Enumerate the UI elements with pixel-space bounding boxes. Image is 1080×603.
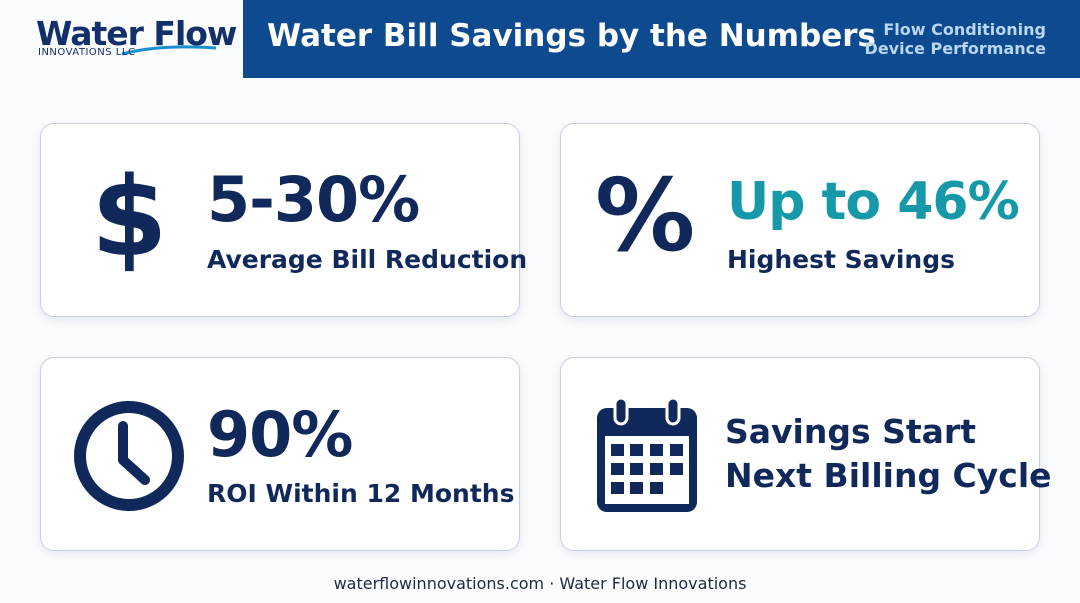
stat-card: Savings Start Next Billing Cycle	[560, 357, 1052, 551]
stat-label: ROI Within 12 Months	[207, 479, 515, 508]
calendar-icon	[597, 396, 697, 512]
logo-tagline: INNOVATIONS LLC	[38, 47, 136, 58]
subtitle-line: Device Performance	[864, 39, 1046, 58]
logo-wave	[121, 45, 217, 56]
clock-icon	[74, 401, 184, 511]
stat-card: 90% ROI Within 12 Months	[40, 357, 520, 551]
footer: waterflowinnovations.com · Water Flow In…	[333, 574, 747, 593]
dollar-icon: $	[91, 153, 168, 281]
stat-label: Highest Savings	[727, 245, 955, 274]
card-text: Savings Start Next Billing Cycle	[725, 410, 1052, 498]
percent-icon: %	[595, 157, 696, 274]
stat-card: $ 5-30% Average Bill Reduction	[40, 123, 527, 317]
header-bar: Water Bill Savings by the Numbers Flow C…	[243, 0, 1080, 78]
subtitle-line: Flow Conditioning	[883, 20, 1046, 39]
card-line: Savings Start	[725, 412, 976, 451]
stat-card: % Up to 46% Highest Savings	[560, 123, 1040, 317]
stat-value: 5-30%	[207, 163, 420, 236]
header-title: Water Bill Savings by the Numbers	[267, 18, 876, 54]
stat-value: 90%	[207, 398, 353, 471]
header-subtitle: Flow Conditioning Device Performance	[865, 20, 1046, 58]
stat-value: Up to 46%	[727, 172, 1020, 232]
stat-label: Average Bill Reduction	[207, 245, 528, 274]
card-line: Next Billing Cycle	[725, 456, 1052, 495]
